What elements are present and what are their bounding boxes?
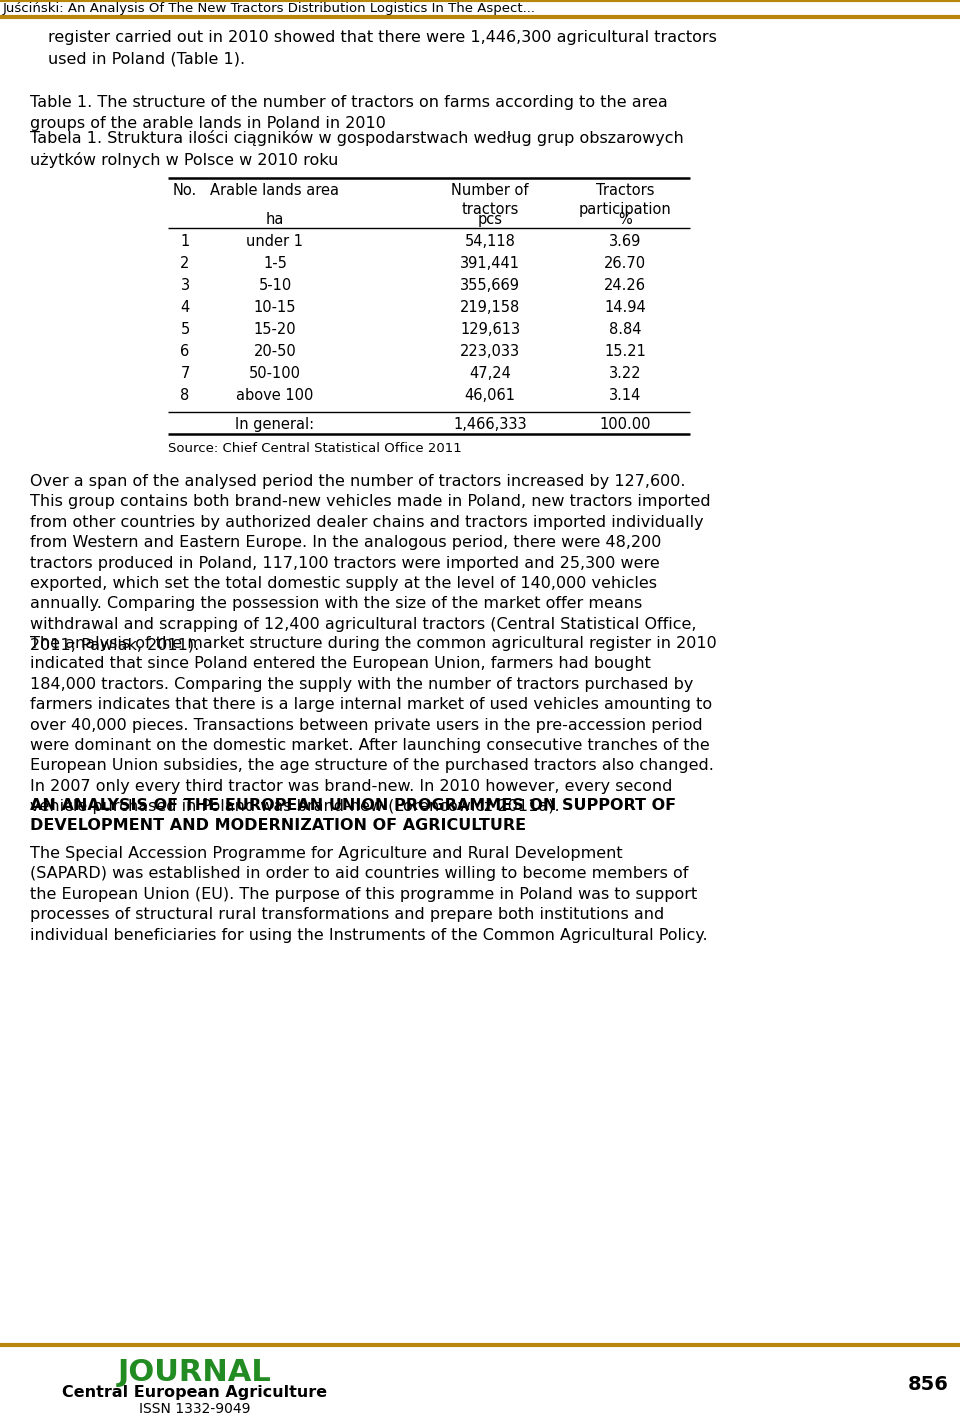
Text: 355,669: 355,669 [460, 278, 520, 293]
Text: 4: 4 [180, 300, 190, 316]
Text: 7: 7 [180, 366, 190, 381]
Text: 15.21: 15.21 [604, 344, 646, 358]
Text: Over a span of the analysed period the number of tractors increased by 127,600.
: Over a span of the analysed period the n… [30, 474, 710, 653]
Text: 5-10: 5-10 [258, 278, 292, 293]
Text: %: % [618, 211, 632, 227]
Text: No.: No. [173, 183, 197, 198]
Text: register carried out in 2010 showed that there were 1,446,300 agricultural tract: register carried out in 2010 showed that… [48, 30, 717, 66]
Text: Number of
tractors: Number of tractors [451, 183, 529, 217]
Text: 5: 5 [180, 321, 190, 337]
Text: 223,033: 223,033 [460, 344, 520, 358]
Text: above 100: above 100 [236, 388, 314, 403]
Text: pcs: pcs [477, 211, 502, 227]
Text: 100.00: 100.00 [599, 417, 651, 433]
Text: Tractors
participation: Tractors participation [579, 183, 671, 217]
Text: Source: Chief Central Statistical Office 2011: Source: Chief Central Statistical Office… [168, 443, 462, 456]
Text: In general:: In general: [235, 417, 315, 433]
Text: Central European Agriculture: Central European Agriculture [62, 1385, 327, 1399]
Text: 2: 2 [180, 256, 190, 271]
Text: 8: 8 [180, 388, 190, 403]
Text: ha: ha [266, 211, 284, 227]
Text: 47,24: 47,24 [469, 366, 511, 381]
Text: 1: 1 [180, 234, 190, 248]
Text: 3: 3 [180, 278, 189, 293]
Text: 14.94: 14.94 [604, 300, 646, 316]
Text: 3.22: 3.22 [609, 366, 641, 381]
Text: 129,613: 129,613 [460, 321, 520, 337]
Text: JOURNAL: JOURNAL [118, 1358, 272, 1387]
Text: The Special Accession Programme for Agriculture and Rural Development
(SAPARD) w: The Special Accession Programme for Agri… [30, 845, 708, 942]
Text: 50-100: 50-100 [249, 366, 301, 381]
Text: 3.14: 3.14 [609, 388, 641, 403]
Text: The analysis of the market structure during the common agricultural register in : The analysis of the market structure dur… [30, 635, 717, 814]
Text: 391,441: 391,441 [460, 256, 520, 271]
Text: ISSN 1332-9049: ISSN 1332-9049 [139, 1402, 251, 1417]
Text: 54,118: 54,118 [465, 234, 516, 248]
Text: 3.69: 3.69 [609, 234, 641, 248]
Text: 856: 856 [907, 1375, 948, 1394]
Text: 46,061: 46,061 [465, 388, 516, 403]
Text: Tabela 1. Struktura ilości ciągników w gospodarstwach według grup obszarowych
uż: Tabela 1. Struktura ilości ciągników w g… [30, 130, 684, 169]
Text: 15-20: 15-20 [253, 321, 297, 337]
Text: 219,158: 219,158 [460, 300, 520, 316]
Text: 1,466,333: 1,466,333 [453, 417, 527, 433]
Text: under 1: under 1 [247, 234, 303, 248]
Text: Juściński: An Analysis Of The New Tractors Distribution Logistics In The Aspect.: Juściński: An Analysis Of The New Tracto… [3, 1, 536, 16]
Text: 10-15: 10-15 [253, 300, 297, 316]
Text: 8.84: 8.84 [609, 321, 641, 337]
Text: 1-5: 1-5 [263, 256, 287, 271]
Text: 24.26: 24.26 [604, 278, 646, 293]
Text: AN ANALYSIS OF THE EUROPEAN UNION PROGRAMMES ON SUPPORT OF
DEVELOPMENT AND MODER: AN ANALYSIS OF THE EUROPEAN UNION PROGRA… [30, 798, 676, 834]
Text: 26.70: 26.70 [604, 256, 646, 271]
Text: 6: 6 [180, 344, 190, 358]
Text: Table 1. The structure of the number of tractors on farms according to the area
: Table 1. The structure of the number of … [30, 96, 668, 131]
Text: Arable lands area: Arable lands area [210, 183, 340, 198]
Text: 20-50: 20-50 [253, 344, 297, 358]
